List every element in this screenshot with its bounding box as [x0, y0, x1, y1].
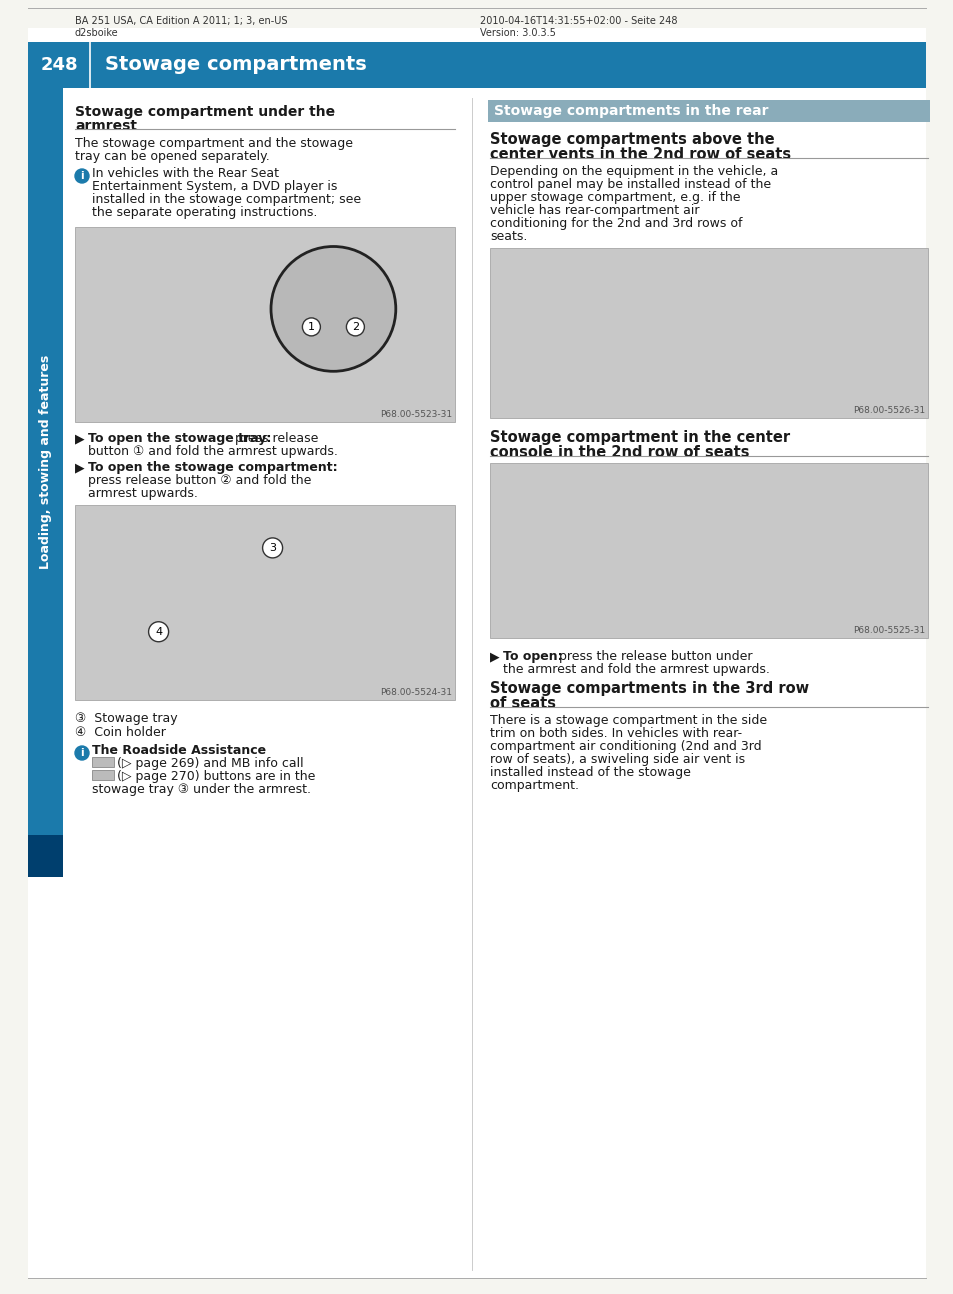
Text: In vehicles with the Rear Seat: In vehicles with the Rear Seat	[91, 167, 278, 180]
Text: (▷ page 269) and MB info call: (▷ page 269) and MB info call	[117, 757, 303, 770]
Text: P68.00-5523-31: P68.00-5523-31	[379, 410, 452, 419]
Circle shape	[149, 621, 169, 642]
Bar	[490, 248, 927, 418]
Text: press the release button under: press the release button under	[555, 650, 752, 663]
Text: compartment.: compartment.	[490, 779, 578, 792]
Text: Stowage compartments in the 3rd row: Stowage compartments in the 3rd row	[490, 681, 808, 696]
Circle shape	[302, 318, 320, 336]
Text: 3: 3	[269, 543, 275, 553]
Text: armrest upwards.: armrest upwards.	[88, 487, 197, 499]
Text: To open the stowage tray:: To open the stowage tray:	[88, 432, 271, 445]
Circle shape	[75, 747, 89, 760]
Circle shape	[262, 538, 282, 558]
Text: ▶: ▶	[75, 461, 85, 474]
Text: Stowage compartment in the center: Stowage compartment in the center	[490, 430, 789, 445]
Text: (▷ page 270) buttons are in the: (▷ page 270) buttons are in the	[117, 770, 315, 783]
Bar	[28, 88, 63, 835]
Text: 2010-04-16T14:31:55+02:00 - Seite 248: 2010-04-16T14:31:55+02:00 - Seite 248	[479, 16, 677, 26]
Text: Stowage compartments in the rear: Stowage compartments in the rear	[494, 104, 768, 118]
Text: installed in the stowage compartment; see: installed in the stowage compartment; se…	[91, 193, 361, 206]
Text: press release button ② and fold the: press release button ② and fold the	[88, 474, 311, 487]
Text: Depending on the equipment in the vehicle, a: Depending on the equipment in the vehicl…	[490, 166, 778, 179]
Text: ▶: ▶	[75, 432, 85, 445]
Bar	[91, 770, 113, 780]
Text: There is a stowage compartment in the side: There is a stowage compartment in the si…	[490, 714, 766, 727]
Text: i: i	[80, 171, 84, 181]
Bar	[28, 835, 63, 877]
Text: upper stowage compartment, e.g. if the: upper stowage compartment, e.g. if the	[490, 192, 740, 204]
Circle shape	[346, 318, 364, 336]
Text: Entertainment System, a DVD player is: Entertainment System, a DVD player is	[91, 180, 337, 193]
Text: P68.00-5526-31: P68.00-5526-31	[852, 406, 924, 415]
Bar	[488, 100, 929, 122]
Bar	[490, 463, 927, 638]
Bar	[75, 505, 455, 700]
Text: control panel may be installed instead of the: control panel may be installed instead o…	[490, 179, 770, 192]
Text: To open:: To open:	[502, 650, 562, 663]
Text: 248: 248	[40, 56, 78, 74]
Text: P68.00-5524-31: P68.00-5524-31	[379, 688, 452, 697]
Text: vehicle has rear-compartment air: vehicle has rear-compartment air	[490, 204, 699, 217]
Text: The stowage compartment and the stowage: The stowage compartment and the stowage	[75, 137, 353, 150]
Text: ▶: ▶	[490, 650, 499, 663]
Text: installed instead of the stowage: installed instead of the stowage	[490, 766, 690, 779]
Text: d2sboike: d2sboike	[75, 28, 118, 38]
Text: 1: 1	[308, 322, 314, 331]
Text: console in the 2nd row of seats: console in the 2nd row of seats	[490, 445, 749, 459]
Circle shape	[271, 246, 395, 371]
Text: Stowage compartment under the: Stowage compartment under the	[75, 105, 335, 119]
Text: 4: 4	[155, 626, 162, 637]
Text: press release: press release	[231, 432, 318, 445]
Circle shape	[75, 170, 89, 182]
Text: seats.: seats.	[490, 230, 527, 243]
Text: Version: 3.0.3.5: Version: 3.0.3.5	[479, 28, 556, 38]
Bar	[75, 226, 455, 422]
Text: ③  Stowage tray: ③ Stowage tray	[75, 712, 177, 725]
Text: the armrest and fold the armrest upwards.: the armrest and fold the armrest upwards…	[502, 663, 769, 675]
Text: of seats: of seats	[490, 696, 556, 710]
Text: The Roadside Assistance: The Roadside Assistance	[91, 744, 266, 757]
Text: center vents in the 2nd row of seats: center vents in the 2nd row of seats	[490, 148, 790, 162]
Text: Loading, stowing and features: Loading, stowing and features	[39, 355, 52, 568]
Text: row of seats), a swiveling side air vent is: row of seats), a swiveling side air vent…	[490, 753, 744, 766]
Text: Stowage compartments above the: Stowage compartments above the	[490, 132, 774, 148]
Text: conditioning for the 2nd and 3rd rows of: conditioning for the 2nd and 3rd rows of	[490, 217, 741, 230]
Text: button ① and fold the armrest upwards.: button ① and fold the armrest upwards.	[88, 445, 337, 458]
Text: compartment air conditioning (2nd and 3rd: compartment air conditioning (2nd and 3r…	[490, 740, 760, 753]
Text: stowage tray ③ under the armrest.: stowage tray ③ under the armrest.	[91, 783, 311, 796]
Bar	[28, 41, 925, 88]
Text: trim on both sides. In vehicles with rear-: trim on both sides. In vehicles with rea…	[490, 727, 741, 740]
Text: BA 251 USA, CA Edition A 2011; 1; 3, en-US: BA 251 USA, CA Edition A 2011; 1; 3, en-…	[75, 16, 287, 26]
Text: armrest: armrest	[75, 119, 137, 133]
Text: To open the stowage compartment:: To open the stowage compartment:	[88, 461, 337, 474]
Text: tray can be opened separately.: tray can be opened separately.	[75, 150, 270, 163]
Bar	[91, 757, 113, 767]
Text: P68.00-5525-31: P68.00-5525-31	[852, 626, 924, 635]
Text: 2: 2	[352, 322, 358, 331]
Text: i: i	[80, 748, 84, 758]
Text: ④  Coin holder: ④ Coin holder	[75, 726, 166, 739]
Text: the separate operating instructions.: the separate operating instructions.	[91, 206, 317, 219]
Text: Stowage compartments: Stowage compartments	[105, 56, 366, 75]
